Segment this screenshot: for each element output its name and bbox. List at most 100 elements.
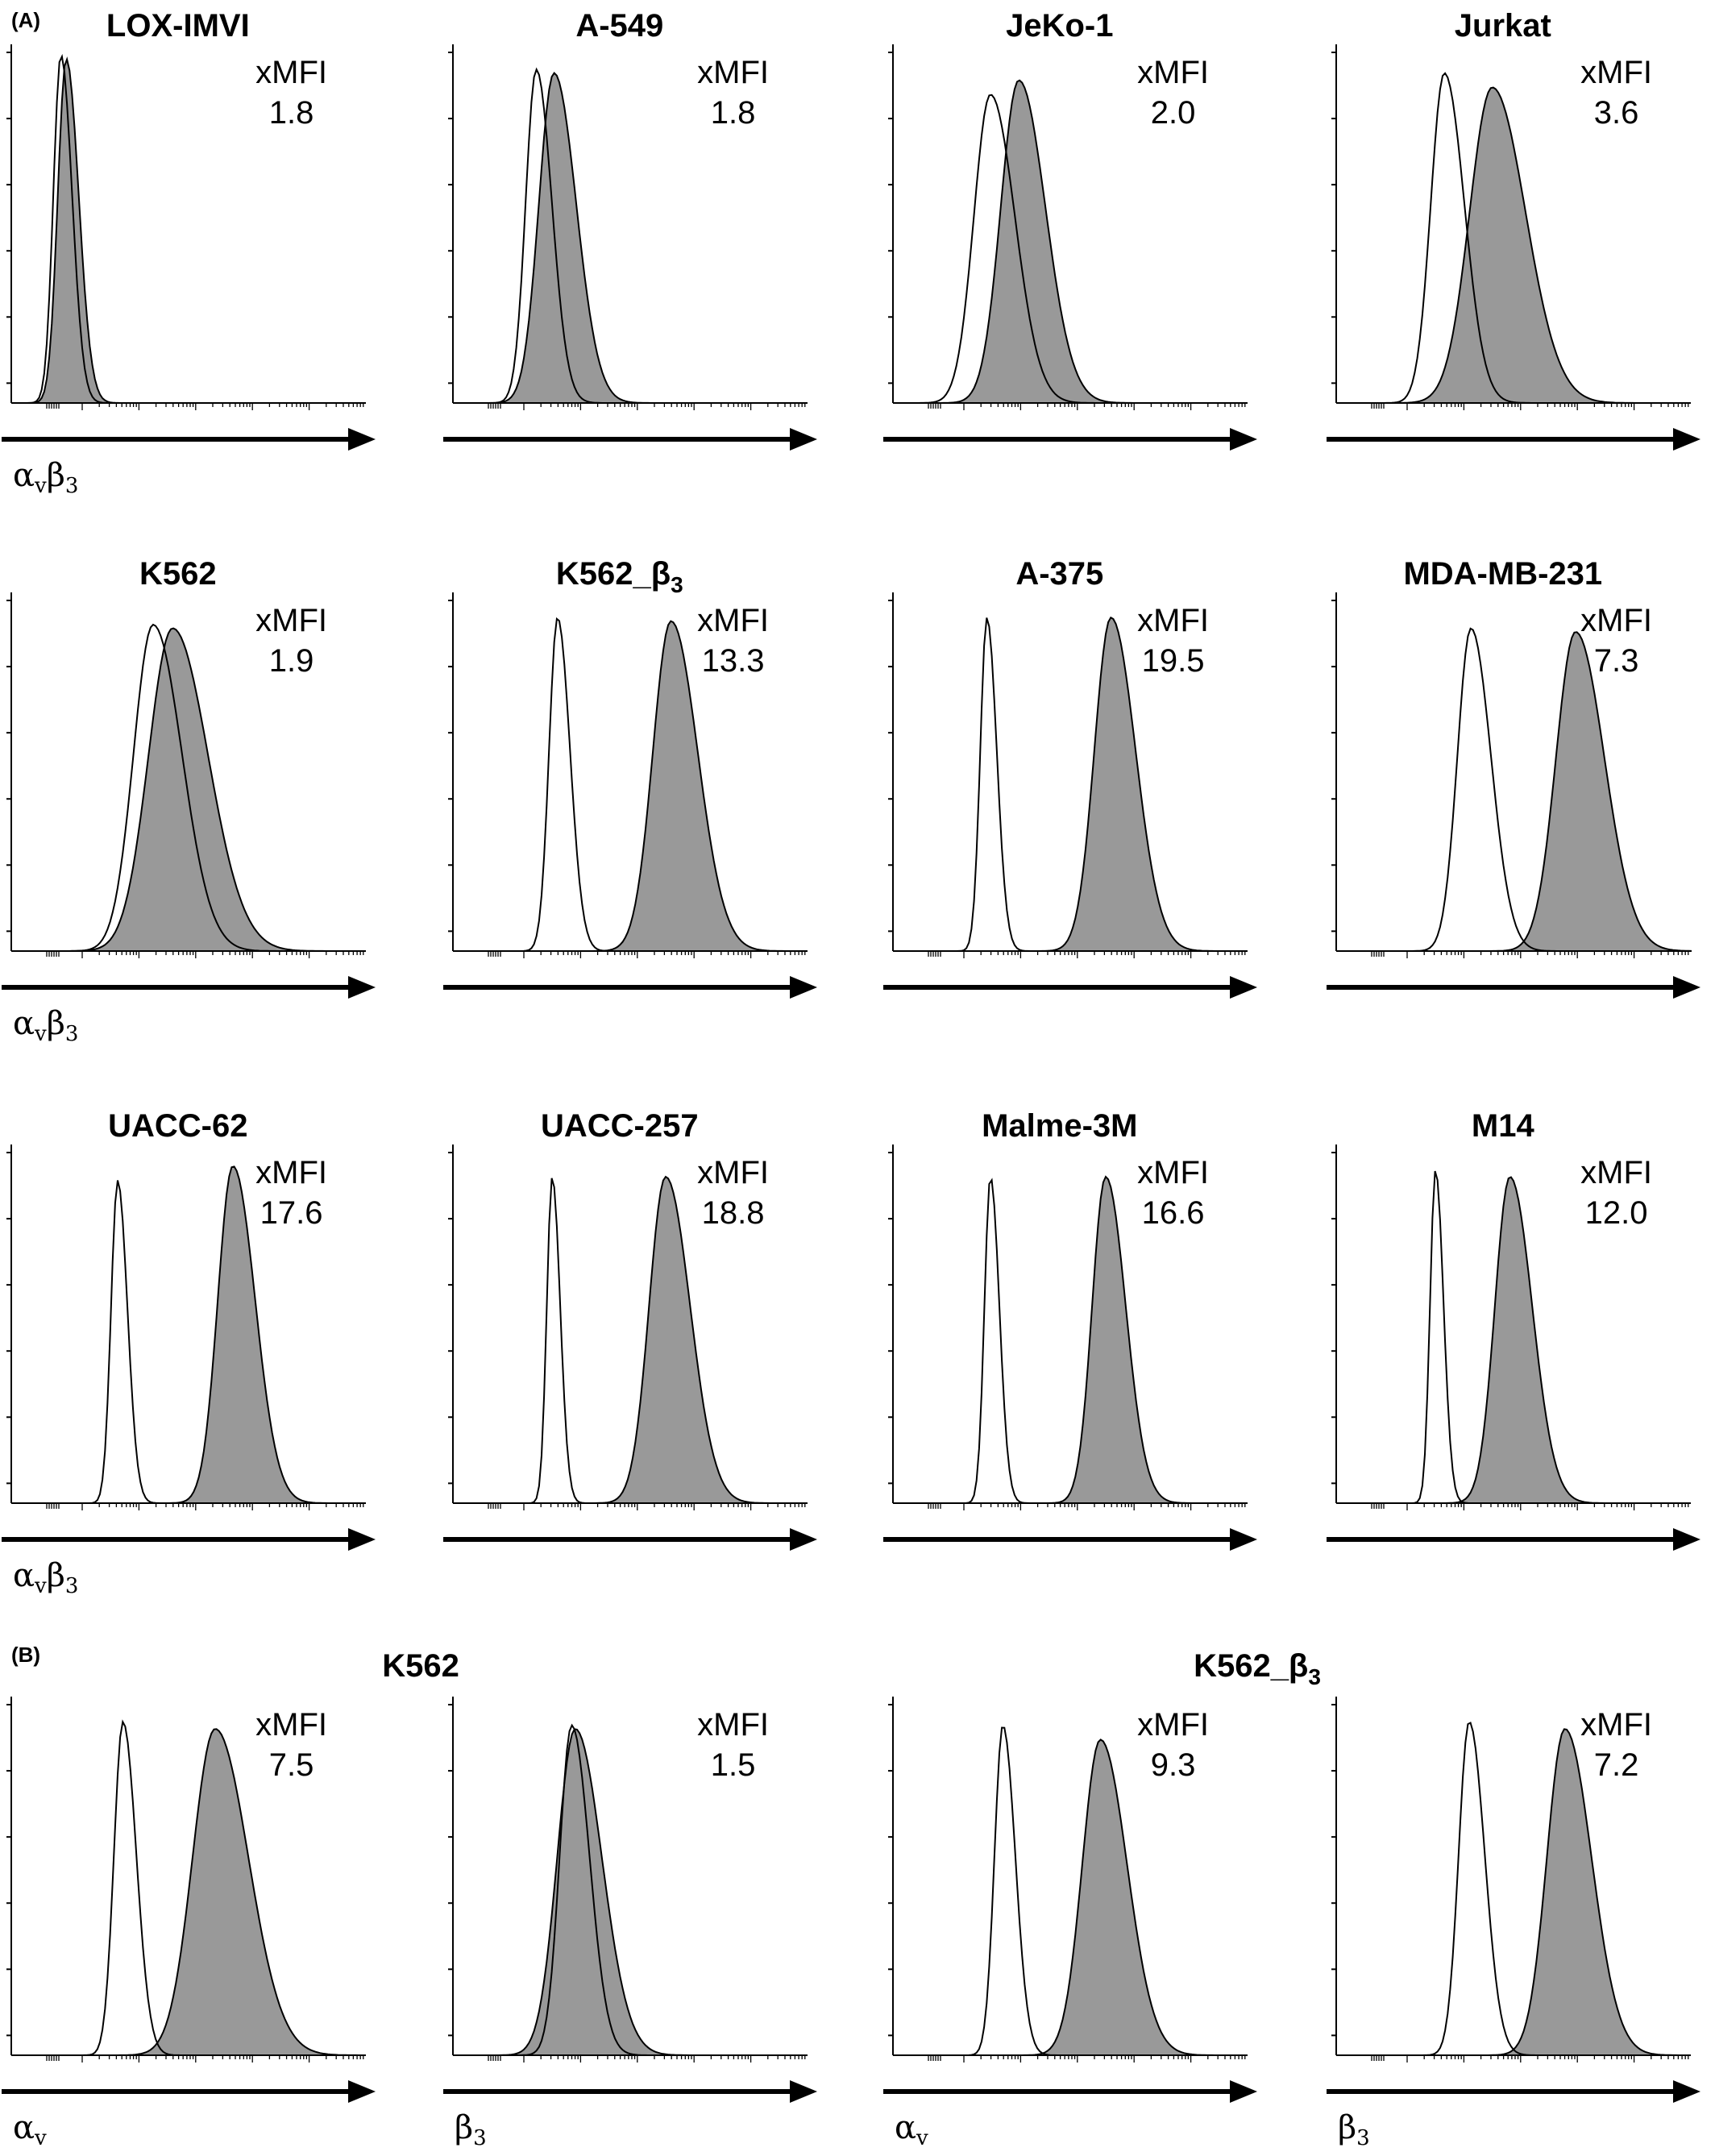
xmfi-label: xMFI [255, 1707, 327, 1743]
xmfi-value: 16.6 [1142, 1195, 1205, 1231]
control-histogram [893, 1178, 1248, 1504]
control-histogram [453, 67, 808, 404]
plot-title: K562_β3 [556, 556, 683, 597]
axis-label-subscript: 3 [1356, 2126, 1370, 2150]
xmfi-value: 1.5 [711, 1747, 756, 1783]
axis-label-subscript: v [34, 2126, 47, 2150]
axis-label-symbol: β [47, 457, 65, 494]
xmfi-value: 2.0 [1151, 95, 1196, 131]
histogram-plot: K562_β3 xMFI 13.3 [443, 556, 817, 999]
histogram-plot: K562 xMFI 1.9 αvβ3 [2, 556, 376, 1046]
xmfi-value: 7.5 [269, 1747, 314, 1783]
axis-label-subscript: 3 [65, 474, 79, 498]
axis-arrow-head [1673, 976, 1700, 999]
axis-label-subscript: v [916, 2126, 928, 2150]
axis-arrow-head [1230, 2080, 1257, 2103]
control-histogram [11, 1180, 366, 1504]
xmfi-label: xMFI [1580, 55, 1652, 90]
control-histogram [11, 1719, 366, 2056]
control-histogram [1336, 1722, 1691, 2056]
plot-title: LOX-IMVI [106, 8, 250, 44]
control-histogram [893, 1726, 1248, 2056]
xmfi-label: xMFI [1137, 1707, 1209, 1743]
panel-letter-a: (A) [11, 8, 40, 32]
histogram-plot: MDA-MB-231 xMFI 7.3 [1327, 556, 1700, 999]
histogram-plot: JeKo-1 xMFI 2.0 [883, 8, 1257, 451]
plot-title: UACC-257 [541, 1108, 699, 1144]
axis-arrow-head [1230, 1528, 1257, 1551]
axis-arrow-head [348, 428, 376, 451]
histogram-plot: xMFI 9.3 αv [883, 1697, 1257, 2150]
xmfi-label: xMFI [1580, 1155, 1652, 1190]
axis-label-subscript: v [34, 1022, 47, 1046]
stained-histogram [1336, 86, 1691, 404]
axis-label-symbol: α [13, 2109, 35, 2146]
plot-title: A-375 [1015, 556, 1103, 592]
axis-label-symbol: β [47, 1557, 65, 1594]
xmfi-label: xMFI [697, 55, 769, 90]
xmfi-label: xMFI [255, 1155, 327, 1190]
plot-title: Jurkat [1455, 8, 1551, 44]
axis-arrow-head [1230, 428, 1257, 451]
plot-title: UACC-62 [108, 1108, 247, 1144]
stained-histogram [1336, 631, 1692, 952]
xmfi-value: 19.5 [1142, 643, 1205, 679]
axis-arrow-head [348, 2080, 376, 2103]
control-histogram [453, 1723, 808, 2056]
plot-title: Malme-3M [982, 1108, 1137, 1144]
axis-arrow-head [1230, 976, 1257, 999]
control-histogram [893, 617, 1248, 952]
axis-label-subscript: 3 [65, 1574, 79, 1598]
xmfi-value: 1.9 [269, 643, 314, 679]
axis-label-symbol: β [47, 1005, 65, 1042]
x-axis-label: αvβ3 [13, 457, 78, 498]
axis-label-subscript: 3 [473, 2126, 487, 2150]
axis-arrow-head [348, 976, 376, 999]
histogram-plot: UACC-257 xMFI 18.8 [443, 1108, 817, 1551]
xmfi-label: xMFI [255, 603, 327, 638]
histogram-plot: Jurkat xMFI 3.6 [1327, 8, 1700, 451]
histogram-plot: A-549 xMFI 1.8 [443, 8, 817, 451]
xmfi-label: xMFI [697, 1707, 769, 1743]
xmfi-value: 17.6 [260, 1195, 323, 1231]
x-axis-label: αv [895, 2109, 928, 2150]
axis-arrow-head [1673, 2080, 1700, 2103]
control-histogram [1336, 627, 1691, 952]
xmfi-value: 18.8 [702, 1195, 765, 1231]
control-histogram [11, 53, 366, 404]
x-axis-label: αv [13, 2109, 47, 2150]
histogram-plot: xMFI 7.5 αv [2, 1697, 376, 2150]
axis-label-symbol: α [13, 457, 35, 494]
xmfi-value: 7.3 [1594, 643, 1639, 679]
plot-title: M14 [1472, 1108, 1535, 1144]
x-axis-label: αvβ3 [13, 1557, 78, 1598]
group-title-k562-beta3-sub: 3 [1308, 1664, 1321, 1689]
plot-title-base: K562_β [556, 556, 671, 592]
plot-title: MDA-MB-231 [1403, 556, 1602, 592]
histogram-plot: M14 xMFI 12.0 [1327, 1108, 1700, 1551]
xmfi-label: xMFI [1137, 603, 1209, 638]
plot-title-subscript: 3 [671, 572, 683, 597]
xmfi-label: xMFI [1137, 1155, 1209, 1190]
xmfi-value: 1.8 [711, 95, 756, 131]
control-histogram [1336, 72, 1691, 404]
stained-histogram [893, 1739, 1248, 2056]
xmfi-label: xMFI [255, 55, 327, 90]
xmfi-value: 7.2 [1594, 1747, 1639, 1783]
xmfi-label: xMFI [697, 603, 769, 638]
xmfi-value: 3.6 [1594, 95, 1639, 131]
histogram-plot: xMFI 7.2 β3 [1327, 1697, 1700, 2150]
control-histogram [11, 623, 366, 952]
axis-label-subscript: v [34, 1574, 47, 1598]
histogram-plot: xMFI 1.5 β3 [443, 1697, 817, 2150]
axis-arrow-head [790, 2080, 817, 2103]
x-axis-label: β3 [455, 2109, 487, 2150]
plot-title: JeKo-1 [1006, 8, 1113, 44]
control-histogram [893, 93, 1248, 404]
xmfi-label: xMFI [697, 1155, 769, 1190]
xmfi-label: xMFI [1580, 603, 1652, 638]
xmfi-value: 1.8 [269, 95, 314, 131]
